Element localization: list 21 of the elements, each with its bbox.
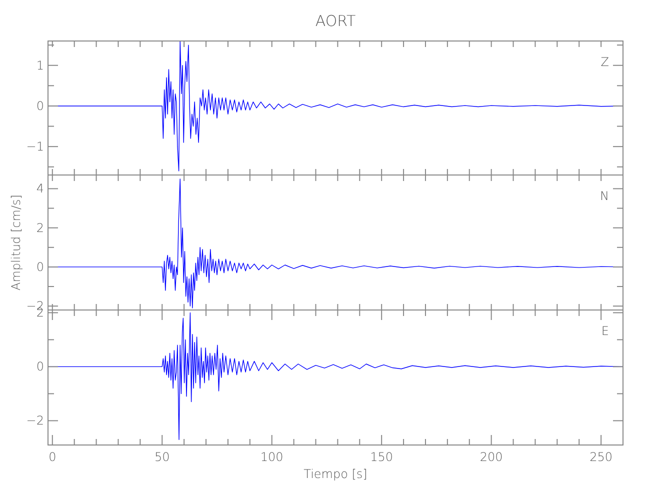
y-tick-label: 0 [36, 98, 44, 113]
x-tick-label: 50 [154, 450, 170, 464]
y-tick-label: −2 [26, 414, 44, 428]
x-tick-label: 100 [260, 450, 284, 464]
annotation: E [601, 324, 609, 338]
annotation: N [600, 189, 609, 203]
x-tick-label: 150 [370, 450, 394, 464]
x-tick-label: 250 [590, 450, 613, 464]
x-tick-label: 200 [480, 450, 503, 464]
y-tick-label: 4 [36, 182, 44, 196]
chart-title: AORT [315, 12, 356, 30]
y-tick-label: −1 [26, 140, 44, 154]
y-axis-title: Amplitud [cm/s] [9, 194, 23, 290]
y-tick-label: 0 [36, 260, 44, 274]
y-tick-label: 0 [36, 360, 44, 374]
x-axis-title: Tiempo [s] [304, 467, 368, 481]
annotation: Z [600, 55, 609, 69]
y-tick-label: 2 [36, 220, 44, 235]
y-tick-label: 2 [36, 306, 44, 320]
y-tick-label: 1 [36, 58, 44, 72]
x-tick-label: 0 [48, 450, 56, 464]
